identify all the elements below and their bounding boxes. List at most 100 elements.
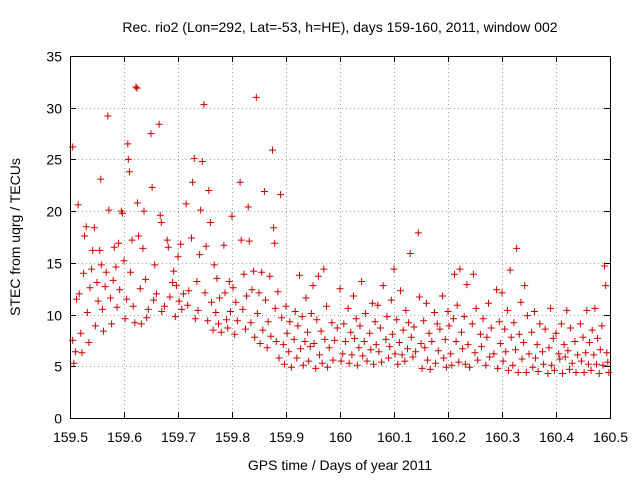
data-point [293, 354, 301, 362]
data-point [568, 359, 576, 367]
data-point [350, 292, 357, 300]
data-point [170, 267, 178, 275]
data-point [320, 265, 328, 273]
data-point [347, 328, 355, 336]
data-point [560, 341, 568, 349]
data-point [272, 338, 280, 345]
data-point [285, 348, 293, 356]
data-point [191, 315, 199, 323]
data-point [147, 130, 155, 138]
data-point [185, 287, 193, 295]
data-point [90, 224, 98, 232]
data-point [198, 158, 206, 165]
data-point [231, 330, 239, 338]
data-point [505, 366, 512, 374]
data-point [366, 329, 374, 337]
data-point [471, 349, 479, 357]
data-point [382, 335, 390, 343]
data-point [426, 365, 434, 373]
data-point [431, 309, 438, 316]
data-point [588, 326, 596, 334]
data-point [398, 351, 406, 359]
data-point [294, 322, 302, 330]
data-point [213, 274, 221, 282]
data-point [274, 288, 282, 296]
data-point [297, 345, 305, 353]
data-point [264, 318, 272, 326]
data-point [93, 279, 101, 286]
data-point [375, 348, 383, 356]
data-point [283, 329, 291, 337]
data-points [69, 83, 613, 377]
data-point [132, 83, 140, 91]
data-point [104, 112, 112, 120]
data-point [125, 168, 133, 176]
data-point [107, 294, 114, 302]
x-tick-label: 159.6 [107, 429, 142, 445]
data-point [155, 120, 163, 128]
data-point [331, 336, 339, 344]
data-point [604, 358, 612, 366]
data-point [73, 295, 80, 303]
data-point [148, 183, 156, 191]
data-point [271, 304, 279, 312]
data-point [434, 347, 442, 355]
x-tick-label: 160.3 [485, 429, 520, 445]
data-point [447, 350, 455, 358]
data-point [345, 359, 353, 367]
data-point [86, 284, 94, 292]
data-point [128, 236, 136, 244]
data-point [101, 283, 109, 291]
data-point [525, 350, 533, 358]
data-point [318, 359, 326, 367]
data-point [444, 308, 452, 315]
data-point [232, 298, 240, 306]
data-point [280, 360, 288, 368]
data-point [310, 340, 318, 347]
data-point [540, 360, 548, 368]
data-point [433, 320, 441, 328]
data-point [341, 338, 349, 345]
data-point [394, 360, 402, 368]
data-point [163, 236, 171, 244]
data-point [255, 289, 263, 297]
data-point [460, 313, 468, 321]
data-point [275, 354, 283, 362]
data-point [166, 293, 174, 301]
data-point [336, 285, 344, 293]
data-point [580, 369, 588, 376]
data-point [523, 312, 531, 320]
data-point [452, 338, 460, 345]
data-point [593, 360, 600, 368]
data-point [224, 324, 232, 332]
data-point [399, 326, 407, 334]
data-point [325, 344, 333, 352]
data-point [428, 338, 436, 345]
data-point [583, 306, 591, 314]
data-point [401, 357, 409, 365]
data-point [409, 353, 417, 361]
data-point [599, 361, 607, 369]
data-point [358, 278, 366, 285]
data-point [510, 319, 518, 327]
data-point [340, 320, 348, 328]
data-point [534, 368, 542, 375]
data-point [594, 334, 602, 342]
data-point [201, 289, 209, 297]
data-point [287, 363, 295, 371]
data-point [140, 207, 148, 215]
data-point [129, 302, 137, 310]
data-point [405, 319, 413, 327]
data-point [591, 304, 599, 312]
data-point [69, 336, 77, 344]
data-point [360, 338, 368, 345]
data-point [321, 335, 329, 343]
data-point [425, 329, 433, 337]
data-point [548, 361, 556, 369]
x-tick-label: 160.4 [539, 429, 574, 445]
data-point [177, 240, 185, 248]
data-point [422, 299, 430, 307]
data-point [237, 236, 245, 244]
data-point [586, 339, 593, 346]
data-point [418, 364, 426, 372]
